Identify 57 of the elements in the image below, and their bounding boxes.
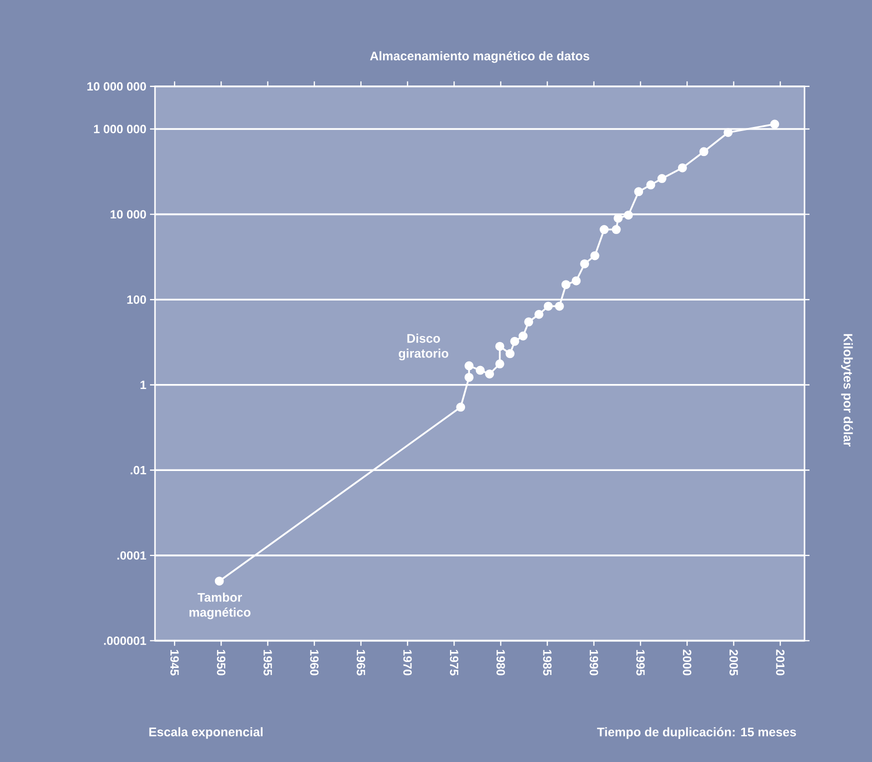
x-tick-label: 2010 <box>776 650 785 676</box>
point <box>510 336 520 346</box>
x-tick-label: 1995 <box>636 650 645 676</box>
y-tick-label: .000001 <box>104 636 146 645</box>
point <box>634 187 644 196</box>
point <box>554 302 564 311</box>
x-tick-label: 1945 <box>170 650 179 676</box>
point <box>724 128 733 137</box>
x-tick-label: 1950 <box>216 650 226 676</box>
x-tick-label: 1970 <box>403 650 412 676</box>
x-tick-label: 1955 <box>264 650 272 676</box>
point <box>678 163 687 172</box>
x-tick-label: 1990 <box>590 650 598 676</box>
x-tick-label: 1960 <box>310 650 319 676</box>
point <box>495 342 504 351</box>
point <box>464 361 474 370</box>
x-tick-label: 2005 <box>729 650 738 676</box>
y-tick-label: 1 <box>140 380 146 389</box>
y-tick-label: .01 <box>130 466 146 474</box>
point <box>524 317 534 326</box>
point <box>544 302 553 311</box>
point <box>699 147 708 156</box>
annotation: Tambor magnético <box>190 592 250 620</box>
point <box>646 180 656 190</box>
point <box>572 276 581 286</box>
point <box>464 372 474 382</box>
point <box>476 366 485 375</box>
annotation: Disco giratorio <box>398 334 448 360</box>
y-tick-label: 1 000 000 <box>94 124 146 134</box>
y-tick-label: 10 000 000 <box>87 82 146 91</box>
point <box>495 359 504 368</box>
point <box>518 332 528 340</box>
y-tick-label: .0001 <box>117 551 146 560</box>
point <box>580 259 590 268</box>
chart-title: Almacenamiento magnético de datos <box>370 51 590 63</box>
point <box>485 369 494 378</box>
y-tick-label: 10 000 <box>110 210 146 219</box>
point <box>600 225 609 234</box>
point <box>612 225 621 234</box>
point <box>590 251 600 260</box>
x-tick-label: 2000 <box>682 650 692 676</box>
point <box>456 402 466 412</box>
x-tick-label: 1980 <box>496 650 505 676</box>
x-tick-label: 1975 <box>450 650 458 676</box>
point <box>534 310 544 319</box>
point <box>624 210 633 220</box>
point <box>770 120 780 129</box>
y-tick-label: 100 <box>127 295 146 304</box>
point <box>561 280 570 290</box>
x-tick-label: 1985 <box>543 650 552 676</box>
x-tick-label: 1965 <box>356 650 366 676</box>
y-axis-title: Kilobytes por dólar <box>841 334 853 447</box>
point <box>506 349 515 358</box>
text: Escala exponencial <box>149 727 263 739</box>
point <box>214 576 224 586</box>
point <box>657 174 666 184</box>
text: Tiempo de duplicación: 15 meses <box>597 727 796 739</box>
